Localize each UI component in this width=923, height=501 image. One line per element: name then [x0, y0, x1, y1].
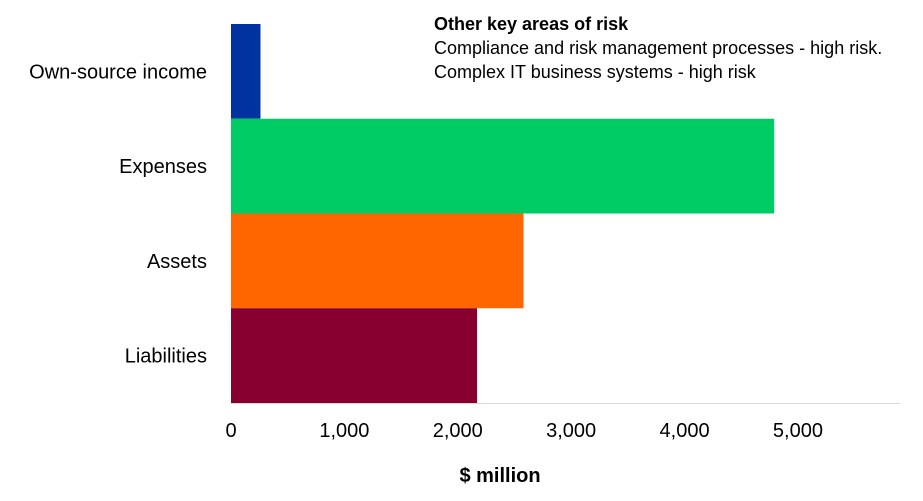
risk-annotation-line: Complex IT business systems - high risk: [434, 62, 756, 82]
risk-annotation-title: Other key areas of risk: [434, 14, 629, 34]
x-axis-title: $ million: [459, 465, 540, 487]
risk-annotation: Other key areas of risk Compliance and r…: [434, 12, 882, 84]
x-tick-label: 3,000: [546, 420, 596, 442]
category-label: Own-source income: [29, 61, 207, 83]
x-tick-label: 4,000: [660, 420, 710, 442]
x-tick-labels: 0 1,000 2,000 3,000 4,000 5,000: [225, 420, 823, 442]
category-labels: Own-source income Expenses Assets Liabiliti…: [29, 61, 207, 367]
x-tick-label: 5,000: [773, 420, 823, 442]
x-tick-label: 1,000: [319, 420, 369, 442]
bars: [231, 24, 775, 403]
bar-liabilities: [231, 308, 478, 403]
x-tick-label: 2,000: [433, 420, 483, 442]
bar-own-source-income: [231, 24, 261, 119]
category-label: Liabilities: [125, 346, 207, 368]
x-tick-label: 0: [225, 420, 236, 442]
category-label: Assets: [147, 251, 207, 273]
risk-annotation-line: Compliance and risk management processes…: [434, 38, 883, 58]
category-label: Expenses: [119, 156, 207, 178]
bar-assets: [231, 213, 524, 309]
bar-expenses: [231, 118, 775, 214]
